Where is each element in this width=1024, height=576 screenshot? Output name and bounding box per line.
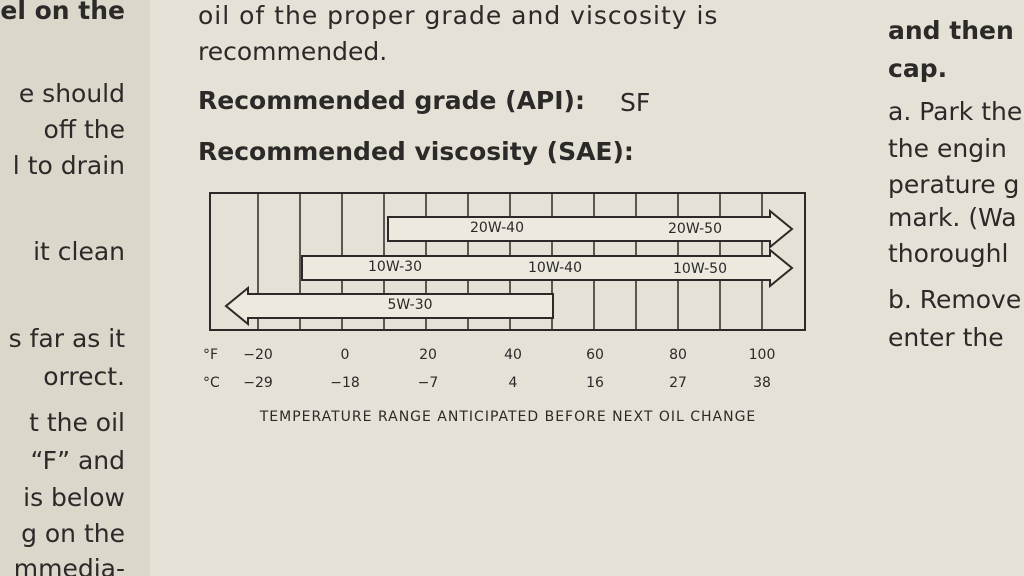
text-line: perature g	[888, 170, 1019, 199]
text-line: and then	[888, 16, 1014, 45]
left-page-shade	[0, 0, 150, 576]
celsius-label: −29	[243, 375, 273, 391]
grade-value: SF	[620, 88, 650, 117]
grade-label: Recommended grade (API):	[198, 86, 585, 115]
text-line: a. Park the	[888, 97, 1022, 126]
temperature-scale: −20 0 20 40 60 80 100 −29 −18 −7 4 16 27 38	[243, 347, 775, 391]
celsius-label: −7	[418, 375, 439, 391]
text-line: l to drain	[13, 151, 125, 180]
viscosity-label: Recommended viscosity (SAE):	[198, 137, 634, 166]
text-line: the engin	[888, 134, 1007, 163]
text-line: b. Remove	[888, 285, 1021, 314]
oil-label: 10W-40	[528, 260, 582, 276]
chart-caption: TEMPERATURE RANGE ANTICIPATED BEFORE NEX…	[259, 409, 757, 425]
oil-label: 5W-30	[387, 297, 432, 313]
fahrenheit-label: 80	[669, 347, 687, 363]
arrow	[224, 285, 554, 327]
text-line: it clean	[33, 237, 125, 266]
text-line: is below	[23, 483, 125, 512]
unit-label: °C	[203, 375, 220, 391]
text-line: “F” and	[31, 446, 126, 475]
text-line: cap.	[888, 54, 947, 83]
text-line: enter the	[888, 323, 1004, 352]
paragraph-line: recommended.	[198, 37, 387, 66]
text-line: off the	[44, 115, 126, 144]
oil-label: 20W-50	[668, 221, 722, 237]
viscosity-chart: 20W-40 20W-50 10W-30 10W-40 10W-50 5W-30…	[203, 192, 806, 425]
left-column: el on the e should off the l to drain it cle…	[0, 0, 125, 576]
text-line: el on the	[0, 0, 125, 25]
celsius-label: 38	[753, 375, 771, 391]
fahrenheit-label: −20	[243, 347, 273, 363]
fahrenheit-label: 0	[341, 347, 350, 363]
arrow	[301, 247, 794, 289]
paragraph-line: oil of the proper grade and viscosity is	[198, 1, 718, 30]
text-line: t the oil	[29, 408, 125, 437]
oil-label: 20W-40	[470, 220, 524, 236]
main-column: oil of the proper grade and viscosity is…	[198, 1, 718, 166]
fahrenheit-label: 20	[419, 347, 437, 363]
unit-label: °F	[203, 347, 218, 363]
celsius-label: 4	[509, 375, 518, 391]
text-line: g on the	[21, 519, 125, 548]
arrow	[387, 208, 794, 250]
oil-label: 10W-30	[368, 259, 422, 275]
celsius-label: 16	[586, 375, 604, 391]
chart-frame	[209, 192, 806, 331]
fahrenheit-label: 100	[749, 347, 776, 363]
text-line: e should	[19, 79, 125, 108]
text-line: thoroughl	[888, 239, 1008, 268]
celsius-label: 27	[669, 375, 687, 391]
text-line: s far as it	[9, 324, 126, 353]
text-line: mark. (Wa	[888, 203, 1017, 232]
oil-label: 10W-50	[673, 261, 727, 277]
fahrenheit-label: 60	[586, 347, 604, 363]
fahrenheit-label: 40	[504, 347, 522, 363]
celsius-label: −18	[330, 375, 360, 391]
text-line: orrect.	[43, 362, 125, 391]
right-column: and then cap. a. Park the the engin perature…	[888, 16, 1022, 352]
text-line: mmedia-	[14, 554, 125, 576]
